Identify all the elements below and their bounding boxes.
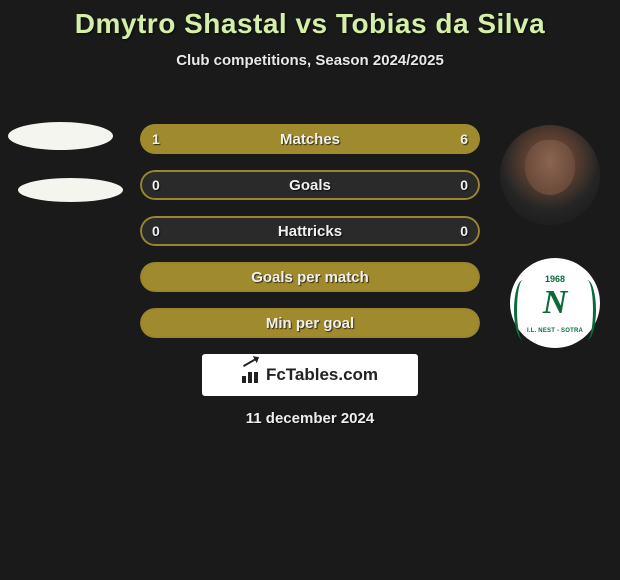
player1-club-placeholder — [18, 178, 123, 202]
page-title: Dmytro Shastal vs Tobias da Silva — [0, 0, 620, 40]
stat-bar: Matches 1 6 — [140, 124, 480, 154]
club-badge-inner: 1968 N I.L. NEST - SOTRA — [518, 266, 592, 340]
stat-bar: Goals 0 0 — [140, 170, 480, 200]
stat-label: Hattricks — [278, 223, 342, 240]
date-label: 11 december 2024 — [0, 410, 620, 427]
stat-label: Goals — [289, 177, 331, 194]
player1-avatar-placeholder — [8, 122, 113, 150]
stat-left-value: 0 — [152, 177, 160, 193]
comparison-card: Dmytro Shastal vs Tobias da Silva Club c… — [0, 0, 620, 580]
vs-text: vs — [295, 8, 327, 39]
club-letter: N — [543, 284, 568, 322]
stat-bar: Hattricks 0 0 — [140, 216, 480, 246]
stat-bar: Min per goal — [140, 308, 480, 338]
stat-right-value: 0 — [460, 223, 468, 239]
subtitle: Club competitions, Season 2024/2025 — [0, 52, 620, 69]
stats-bars: Matches 1 6 Goals 0 0 Hattricks 0 0 Goals per mat… — [140, 124, 480, 354]
bar-chart-icon — [242, 367, 262, 383]
stat-right-value: 0 — [460, 177, 468, 193]
stat-label: Min per goal — [266, 315, 354, 332]
player2-name: Tobias da Silva — [336, 8, 545, 39]
stat-right-value: 6 — [460, 131, 468, 147]
stat-bar: Goals per match — [140, 262, 480, 292]
stat-label: Matches — [280, 131, 340, 148]
stat-left-value: 0 — [152, 223, 160, 239]
player2-avatar — [500, 125, 600, 225]
stat-left-value: 1 — [152, 131, 160, 147]
source-logo: FcTables.com — [202, 354, 418, 396]
source-text: FcTables.com — [266, 365, 378, 385]
club-year: 1968 — [545, 274, 565, 284]
club-name: I.L. NEST - SOTRA — [527, 328, 583, 334]
stat-label: Goals per match — [251, 269, 369, 286]
player2-club-badge: 1968 N I.L. NEST - SOTRA — [510, 258, 600, 348]
player1-name: Dmytro Shastal — [75, 8, 287, 39]
